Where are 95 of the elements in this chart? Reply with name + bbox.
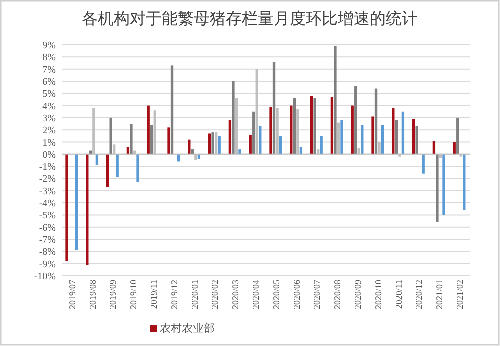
x-tick-label: 2020/10	[373, 280, 384, 310]
chart-title: 各机构对于能繁母猪存栏量月度环比增速的统计	[82, 10, 418, 28]
bar	[456, 118, 460, 154]
bar	[66, 154, 68, 262]
bar	[354, 86, 358, 154]
x-tick-label: 2019/09	[108, 280, 118, 310]
y-tick-label: 8%	[42, 52, 56, 64]
y-tick-label: -10%	[34, 272, 56, 282]
y-tick-label: 5%	[42, 89, 56, 100]
bar	[416, 126, 418, 154]
bar	[150, 125, 154, 154]
bar	[320, 136, 323, 154]
bar	[110, 118, 112, 154]
x-tick-label: 2019/12	[169, 280, 180, 310]
bar	[106, 154, 110, 188]
bar	[330, 97, 334, 154]
y-tick-label: 1%	[42, 138, 56, 149]
x-tick-label: 2020/08	[332, 280, 343, 310]
bar	[252, 112, 256, 154]
bar	[126, 147, 130, 154]
bar	[300, 147, 303, 154]
bar	[249, 134, 252, 154]
x-tick-label: 2021/01	[434, 280, 445, 310]
bar	[228, 120, 232, 154]
x-tick-label: 2020/01	[190, 280, 200, 310]
y-tick-label: -6%	[39, 222, 56, 234]
bar	[259, 126, 262, 154]
x-tick-label: 2020/06	[292, 280, 302, 310]
x-tick-label: 2020/09	[353, 280, 363, 310]
bar	[96, 154, 99, 166]
y-tick-label: -2%	[39, 174, 56, 186]
bar	[395, 120, 398, 154]
y-tick-label: 0%	[42, 150, 56, 161]
bar	[86, 154, 89, 266]
bar	[290, 106, 293, 154]
bar	[293, 98, 296, 154]
y-tick-label: 4%	[42, 101, 56, 112]
legend-label: 农村农业部	[160, 322, 215, 335]
bar	[463, 154, 466, 210]
x-tick-label: 2019/10	[128, 280, 139, 310]
bar	[436, 154, 439, 223]
y-tick-label: 9%	[42, 40, 56, 52]
y-tick-label: 2%	[42, 126, 56, 137]
bar	[381, 125, 384, 154]
y-tick-label: -7%	[39, 235, 56, 246]
bar	[168, 128, 170, 154]
bar	[432, 141, 436, 154]
x-tick-label: 2020/02	[210, 280, 220, 310]
bar	[75, 154, 78, 250]
bar	[136, 154, 140, 182]
x-tick-label: 2020/05	[271, 280, 282, 310]
bar	[372, 116, 374, 154]
y-tick-label: -8%	[39, 247, 56, 258]
x-tick-label: 2020/07	[312, 280, 322, 310]
y-tick-label: -9%	[39, 259, 56, 270]
x-tick-label: 2019/11	[149, 280, 159, 310]
y-tick-label: 7%	[42, 64, 56, 76]
x-tick-label: 2019/07	[67, 280, 78, 310]
bar	[279, 136, 282, 154]
x-tick-label: 2019/08	[88, 280, 98, 310]
bar	[270, 107, 272, 154]
x-tick-label: 2021/02	[455, 280, 465, 310]
bar	[208, 134, 212, 154]
bar	[232, 81, 235, 154]
bar	[218, 136, 221, 154]
y-tick-label: -3%	[39, 186, 56, 198]
bar	[130, 124, 133, 154]
bar	[116, 154, 119, 178]
y-tick-label: 6%	[42, 76, 56, 88]
bar	[212, 132, 214, 154]
bar	[272, 62, 276, 154]
bar	[402, 112, 405, 154]
bar	[314, 98, 316, 154]
bar	[422, 154, 425, 174]
bar	[334, 46, 337, 154]
y-tick-label: -4%	[39, 198, 56, 210]
bar	[340, 120, 344, 154]
bar	[412, 119, 416, 154]
x-tick-label: 2020/12	[414, 280, 424, 310]
bar	[238, 150, 242, 154]
bar	[310, 96, 314, 154]
bar	[170, 66, 174, 154]
x-tick-label: 2020/04	[251, 280, 261, 310]
x-tick-label: 2020/11	[394, 280, 404, 310]
bar	[188, 140, 191, 154]
bar	[147, 106, 150, 154]
bar	[374, 88, 378, 154]
y-tick-label: -5%	[39, 210, 56, 222]
bar	[351, 106, 354, 154]
bar	[392, 108, 395, 154]
bar	[442, 154, 446, 216]
x-tick-label: 2020/03	[230, 280, 241, 310]
y-tick-label: 3%	[42, 113, 56, 124]
bar	[361, 125, 364, 154]
y-tick-label: -1%	[39, 162, 56, 174]
